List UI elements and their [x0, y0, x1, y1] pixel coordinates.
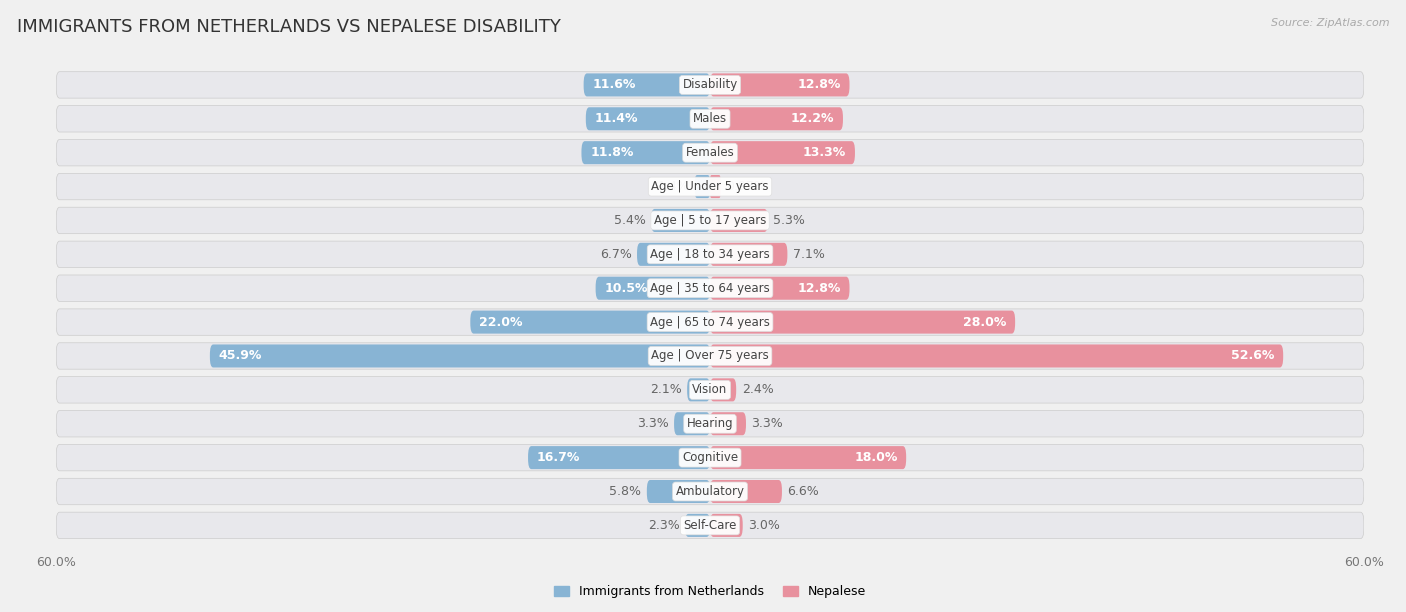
Text: 5.4%: 5.4% — [614, 214, 645, 227]
Text: 11.8%: 11.8% — [591, 146, 634, 159]
FancyBboxPatch shape — [688, 378, 710, 401]
FancyBboxPatch shape — [710, 412, 747, 435]
Text: 12.8%: 12.8% — [797, 282, 841, 295]
Text: 11.4%: 11.4% — [595, 112, 638, 125]
FancyBboxPatch shape — [56, 512, 1364, 539]
Text: Males: Males — [693, 112, 727, 125]
Text: Source: ZipAtlas.com: Source: ZipAtlas.com — [1271, 18, 1389, 28]
FancyBboxPatch shape — [56, 241, 1364, 267]
Text: Ambulatory: Ambulatory — [675, 485, 745, 498]
FancyBboxPatch shape — [583, 73, 710, 97]
Text: Age | 5 to 17 years: Age | 5 to 17 years — [654, 214, 766, 227]
Text: 12.2%: 12.2% — [790, 112, 834, 125]
FancyBboxPatch shape — [56, 275, 1364, 302]
FancyBboxPatch shape — [710, 378, 737, 401]
Text: 2.4%: 2.4% — [741, 383, 773, 397]
Text: 3.3%: 3.3% — [637, 417, 669, 430]
Text: 11.6%: 11.6% — [592, 78, 636, 91]
Text: 28.0%: 28.0% — [963, 316, 1007, 329]
Text: 0.97%: 0.97% — [725, 180, 766, 193]
Text: 5.3%: 5.3% — [773, 214, 806, 227]
Text: 2.1%: 2.1% — [650, 383, 682, 397]
FancyBboxPatch shape — [56, 140, 1364, 166]
FancyBboxPatch shape — [710, 175, 721, 198]
FancyBboxPatch shape — [710, 277, 849, 300]
Text: 10.5%: 10.5% — [605, 282, 648, 295]
FancyBboxPatch shape — [56, 173, 1364, 200]
Text: Females: Females — [686, 146, 734, 159]
Text: 52.6%: 52.6% — [1232, 349, 1274, 362]
FancyBboxPatch shape — [710, 141, 855, 164]
FancyBboxPatch shape — [586, 107, 710, 130]
Text: Age | Under 5 years: Age | Under 5 years — [651, 180, 769, 193]
Text: 6.6%: 6.6% — [787, 485, 820, 498]
FancyBboxPatch shape — [710, 514, 742, 537]
FancyBboxPatch shape — [56, 343, 1364, 369]
FancyBboxPatch shape — [710, 107, 844, 130]
Text: 5.8%: 5.8% — [609, 485, 641, 498]
Text: Self-Care: Self-Care — [683, 519, 737, 532]
Text: 7.1%: 7.1% — [793, 248, 825, 261]
FancyBboxPatch shape — [647, 480, 710, 503]
FancyBboxPatch shape — [695, 175, 710, 198]
Text: Disability: Disability — [682, 78, 738, 91]
Text: 3.3%: 3.3% — [751, 417, 783, 430]
Text: Vision: Vision — [692, 383, 728, 397]
Text: Age | 65 to 74 years: Age | 65 to 74 years — [650, 316, 770, 329]
Text: 16.7%: 16.7% — [537, 451, 581, 464]
FancyBboxPatch shape — [710, 209, 768, 232]
Text: 1.4%: 1.4% — [658, 180, 689, 193]
FancyBboxPatch shape — [56, 479, 1364, 505]
FancyBboxPatch shape — [710, 243, 787, 266]
Text: Age | 35 to 64 years: Age | 35 to 64 years — [650, 282, 770, 295]
FancyBboxPatch shape — [56, 411, 1364, 437]
FancyBboxPatch shape — [56, 72, 1364, 98]
Text: IMMIGRANTS FROM NETHERLANDS VS NEPALESE DISABILITY: IMMIGRANTS FROM NETHERLANDS VS NEPALESE … — [17, 18, 561, 36]
Text: Age | 18 to 34 years: Age | 18 to 34 years — [650, 248, 770, 261]
FancyBboxPatch shape — [56, 309, 1364, 335]
FancyBboxPatch shape — [651, 209, 710, 232]
FancyBboxPatch shape — [209, 345, 710, 367]
Legend: Immigrants from Netherlands, Nepalese: Immigrants from Netherlands, Nepalese — [548, 580, 872, 603]
Text: 18.0%: 18.0% — [853, 451, 897, 464]
Text: 22.0%: 22.0% — [479, 316, 523, 329]
FancyBboxPatch shape — [710, 310, 1015, 334]
FancyBboxPatch shape — [529, 446, 710, 469]
Text: Hearing: Hearing — [686, 417, 734, 430]
FancyBboxPatch shape — [710, 73, 849, 97]
Text: 45.9%: 45.9% — [218, 349, 262, 362]
FancyBboxPatch shape — [685, 514, 710, 537]
Text: 2.3%: 2.3% — [648, 519, 679, 532]
FancyBboxPatch shape — [582, 141, 710, 164]
FancyBboxPatch shape — [637, 243, 710, 266]
Text: Age | Over 75 years: Age | Over 75 years — [651, 349, 769, 362]
FancyBboxPatch shape — [56, 207, 1364, 234]
Text: 13.3%: 13.3% — [803, 146, 846, 159]
FancyBboxPatch shape — [673, 412, 710, 435]
Text: 3.0%: 3.0% — [748, 519, 780, 532]
FancyBboxPatch shape — [710, 446, 905, 469]
FancyBboxPatch shape — [596, 277, 710, 300]
FancyBboxPatch shape — [470, 310, 710, 334]
FancyBboxPatch shape — [710, 345, 1284, 367]
Text: 6.7%: 6.7% — [600, 248, 631, 261]
FancyBboxPatch shape — [56, 106, 1364, 132]
Text: 12.8%: 12.8% — [797, 78, 841, 91]
FancyBboxPatch shape — [56, 444, 1364, 471]
FancyBboxPatch shape — [710, 480, 782, 503]
FancyBboxPatch shape — [56, 376, 1364, 403]
Text: Cognitive: Cognitive — [682, 451, 738, 464]
